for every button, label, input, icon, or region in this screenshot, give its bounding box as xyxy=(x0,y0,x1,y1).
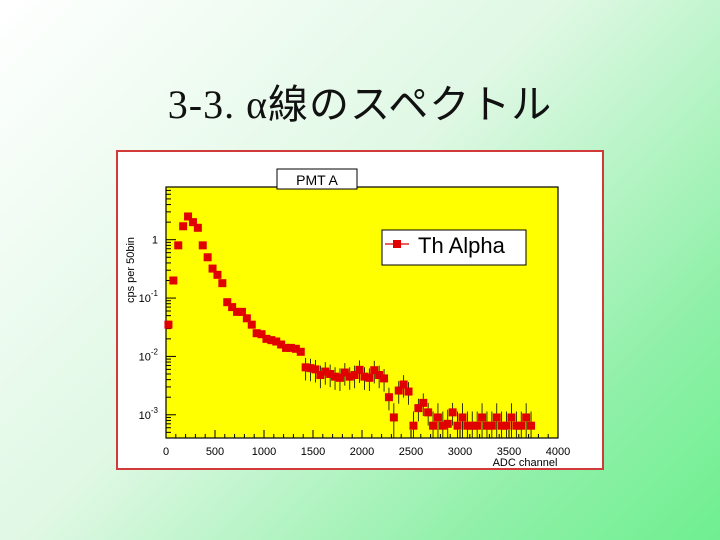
data-point xyxy=(237,307,246,316)
data-point xyxy=(306,364,315,373)
data-point xyxy=(340,368,349,377)
data-point xyxy=(188,218,197,227)
data-point xyxy=(282,343,291,352)
data-point xyxy=(389,413,398,422)
data-point xyxy=(331,372,340,381)
data-point xyxy=(404,387,413,396)
plot-area xyxy=(165,186,559,439)
data-point xyxy=(512,421,521,430)
chart-title-box: PMT A xyxy=(276,168,358,190)
data-point xyxy=(164,320,173,329)
data-point xyxy=(296,347,305,356)
data-point xyxy=(463,421,472,430)
data-point xyxy=(355,365,364,374)
data-point xyxy=(478,413,487,422)
x-tick-label: 1500 xyxy=(301,446,325,458)
y-tick-label: 10-2 xyxy=(139,347,159,363)
spectrum-chart: 0 500 1000 1500 2000 2500 3000 3500 4000 1 10-1 10-… xyxy=(125,168,570,468)
y-tick-label: 10-1 xyxy=(139,289,159,305)
chart-title: PMT A xyxy=(296,172,338,188)
x-axis-label: ADC channel xyxy=(493,457,558,468)
data-point xyxy=(487,421,496,430)
data-point xyxy=(438,421,447,430)
data-point xyxy=(223,298,232,307)
data-point xyxy=(277,340,286,349)
data-point xyxy=(345,372,354,381)
data-point xyxy=(272,337,281,346)
data-point xyxy=(497,421,506,430)
chart-frame: 0 500 1000 1500 2000 2500 3000 3500 4000 1 10-1 10-… xyxy=(116,150,604,470)
data-point xyxy=(335,373,344,382)
data-point xyxy=(360,372,369,381)
data-point xyxy=(429,421,438,430)
x-tick-label: 3000 xyxy=(448,446,472,458)
data-point xyxy=(228,303,237,312)
data-point xyxy=(174,241,183,250)
data-point xyxy=(453,421,462,430)
data-point xyxy=(350,371,359,380)
data-point xyxy=(252,329,261,338)
legend-marker xyxy=(393,240,401,248)
x-tick-label: 2500 xyxy=(399,446,423,458)
data-point xyxy=(247,320,256,329)
data-point xyxy=(443,419,452,428)
data-point xyxy=(507,413,516,422)
data-point xyxy=(326,369,335,378)
data-point xyxy=(365,373,374,382)
data-point xyxy=(301,363,310,372)
data-point xyxy=(184,212,193,221)
data-point xyxy=(424,408,433,417)
data-point xyxy=(522,413,531,422)
data-point xyxy=(267,336,276,345)
data-point xyxy=(242,314,251,323)
x-tick-label: 2000 xyxy=(350,446,374,458)
data-point xyxy=(179,222,188,231)
data-point xyxy=(286,343,295,352)
data-point xyxy=(492,413,501,422)
data-point xyxy=(233,307,242,316)
data-point xyxy=(384,393,393,402)
x-tick-label: 1000 xyxy=(252,446,276,458)
data-point xyxy=(375,371,384,380)
data-point xyxy=(482,421,491,430)
data-point xyxy=(433,413,442,422)
data-point xyxy=(311,365,320,374)
data-point xyxy=(370,366,379,375)
data-point xyxy=(218,279,227,288)
data-point xyxy=(448,408,457,417)
x-tick-label: 4000 xyxy=(546,446,570,458)
data-point xyxy=(502,421,511,430)
data-point xyxy=(203,253,212,262)
y-tick-label: 10-3 xyxy=(139,406,159,422)
x-tick-label: 500 xyxy=(206,446,224,458)
legend-label: Th Alpha xyxy=(418,233,506,258)
data-point xyxy=(208,264,217,273)
data-point xyxy=(409,421,418,430)
slide-title: 3-3. α線のスペクトル xyxy=(167,82,553,127)
data-point xyxy=(193,223,202,232)
data-point xyxy=(169,276,178,285)
data-point xyxy=(380,374,389,383)
data-point xyxy=(262,334,271,343)
data-point xyxy=(419,398,428,407)
data-point xyxy=(399,380,408,389)
x-tick-label: 0 xyxy=(163,446,169,458)
data-point xyxy=(198,241,207,250)
data-point xyxy=(394,386,403,395)
data-point xyxy=(517,421,526,430)
y-tick-label: 1 xyxy=(152,235,158,247)
x-tick-label: 3500 xyxy=(497,446,521,458)
data-point xyxy=(458,413,467,422)
data-point xyxy=(321,367,330,376)
legend: Th Alpha xyxy=(381,229,527,266)
data-point xyxy=(316,371,325,380)
data-point xyxy=(291,344,300,353)
data-point xyxy=(473,421,482,430)
y-axis-label: cps per 50bin xyxy=(125,237,137,303)
data-point xyxy=(414,404,423,413)
data-point xyxy=(257,330,266,339)
data-point xyxy=(527,421,536,430)
data-point xyxy=(468,421,477,430)
data-point xyxy=(213,270,222,279)
